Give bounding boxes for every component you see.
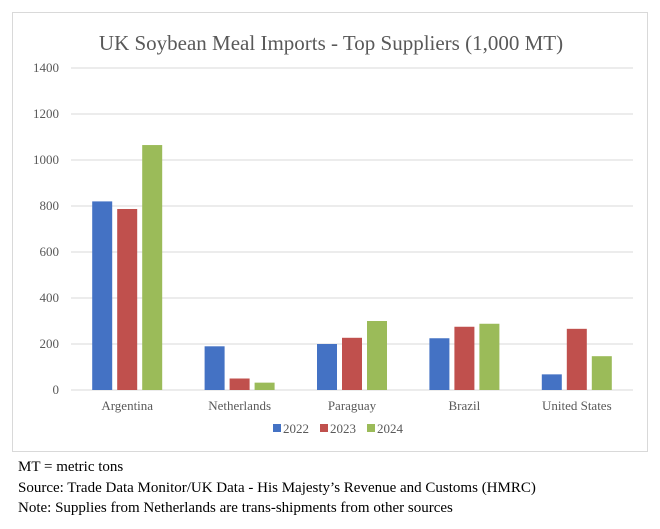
- bar-2024-paraguay: [367, 321, 387, 390]
- bar-2023-united-states: [566, 328, 587, 390]
- legend-swatch-2022: [273, 424, 281, 432]
- bars: [92, 145, 612, 390]
- y-tick-label: 200: [40, 336, 60, 351]
- bar-chart: 0 200 400 600 800 1000 1200 1400 Argentina Nethe…: [33, 60, 633, 436]
- bar-2024-brazil: [479, 323, 500, 390]
- y-tick-label: 1400: [33, 60, 59, 75]
- y-tick-label: 1200: [33, 106, 59, 121]
- bar-2023-brazil: [454, 326, 475, 390]
- bar-2022-paraguay: [317, 344, 337, 390]
- chart-title: UK Soybean Meal Imports - Top Suppliers …: [98, 31, 564, 55]
- bar-2022-brazil: [429, 338, 450, 390]
- x-tick-label: United States: [542, 398, 612, 413]
- y-tick-label: 600: [40, 244, 60, 259]
- bar-2022-argentina: [92, 201, 113, 390]
- bar-2024-argentina: [142, 145, 163, 390]
- legend-swatch-2023: [320, 424, 328, 432]
- bar-2023-netherlands: [229, 378, 250, 390]
- x-tick-label: Paraguay: [328, 398, 377, 413]
- legend-label-2024: 2024: [377, 421, 404, 436]
- bar-2022-united-states: [541, 374, 562, 390]
- legend: 2022 2023 2024: [273, 421, 404, 436]
- x-tick-label: Brazil: [449, 398, 481, 413]
- bar-2023-paraguay: [342, 337, 362, 390]
- x-axis-ticks: Argentina Netherlands Paraguay Brazil United…: [101, 398, 611, 413]
- y-tick-label: 800: [40, 198, 60, 213]
- bar-2023-argentina: [117, 208, 138, 390]
- x-tick-label: Netherlands: [208, 398, 271, 413]
- chart-frame: UK Soybean Meal Imports - Top Suppliers …: [12, 12, 648, 452]
- y-axis-ticks: 0 200 400 600 800 1000 1200 1400: [33, 60, 59, 397]
- bar-2024-netherlands: [254, 382, 275, 390]
- legend-label-2023: 2023: [330, 421, 356, 436]
- note-metric-tons: MT = metric tons: [18, 459, 124, 475]
- bar-2024-united-states: [591, 356, 612, 390]
- legend-swatch-2024: [367, 424, 375, 432]
- chart-notes: MT = metric tons Source: Trade Data Moni…: [18, 457, 648, 519]
- x-tick-label: Argentina: [101, 398, 153, 413]
- y-tick-label: 0: [53, 382, 60, 397]
- y-tick-label: 1000: [33, 152, 59, 167]
- legend-label-2022: 2022: [283, 421, 309, 436]
- y-tick-label: 400: [40, 290, 60, 305]
- note-netherlands: Note: Supplies from Netherlands are tran…: [18, 500, 453, 516]
- note-source: Source: Trade Data Monitor/UK Data - His…: [18, 479, 536, 496]
- bar-2022-netherlands: [204, 346, 225, 390]
